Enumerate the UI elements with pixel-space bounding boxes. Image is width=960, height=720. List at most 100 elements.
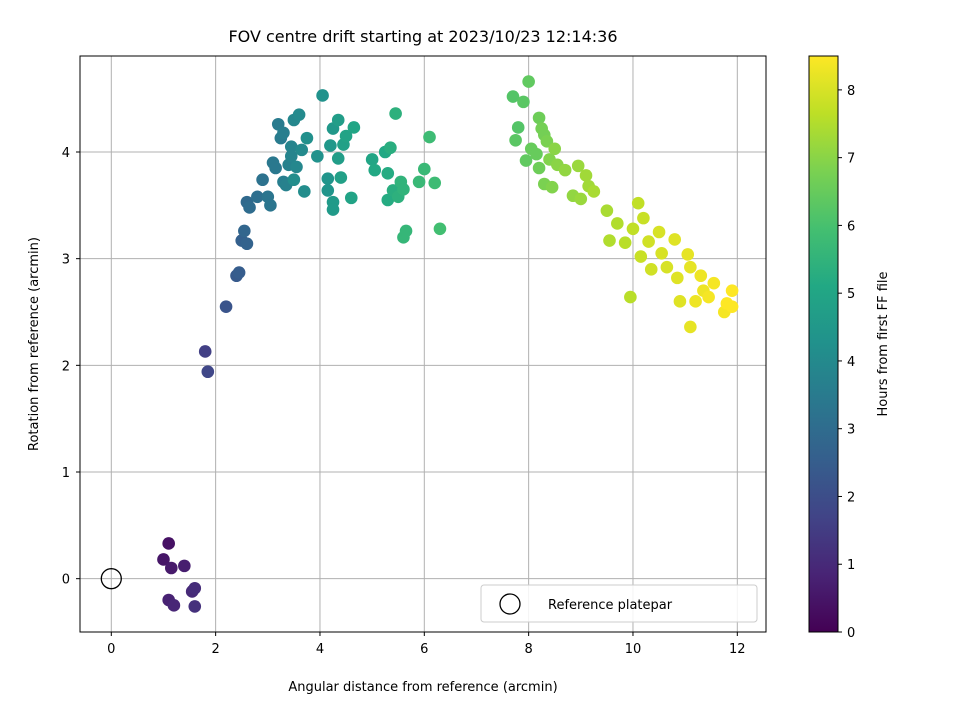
plot-frame (79, 55, 767, 633)
x-tick-label: 0 (107, 642, 115, 657)
data-point (644, 263, 658, 276)
data-point (321, 172, 335, 185)
data-point (251, 190, 264, 204)
data-point (316, 89, 329, 102)
data-point (517, 95, 530, 109)
data-point (277, 126, 290, 140)
data-point (397, 183, 410, 196)
data-point (684, 260, 697, 274)
data-point (530, 147, 543, 161)
data-point (368, 163, 382, 177)
data-point (637, 211, 650, 225)
data-point (295, 143, 309, 157)
data-point (660, 260, 674, 274)
data-point (689, 295, 702, 308)
x-axis-ticks: 0 2 4 6 8 10 12 (107, 632, 746, 657)
data-point (399, 224, 413, 238)
x-tick-label: 12 (729, 642, 746, 657)
data-point (668, 233, 682, 246)
data-point (509, 133, 522, 147)
data-point (548, 142, 562, 156)
legend: Reference platepar (480, 584, 758, 623)
data-point (511, 121, 525, 134)
legend-box (480, 584, 758, 623)
data-point (624, 290, 637, 304)
data-point (384, 141, 397, 155)
y-axis-ticks: 0 1 2 3 4 (62, 146, 80, 588)
data-point (188, 600, 202, 613)
data-point (642, 235, 655, 248)
colorbar (808, 55, 839, 633)
data-point (298, 185, 311, 198)
data-point (532, 111, 546, 125)
data-point (433, 222, 447, 236)
data-point (684, 320, 697, 334)
data-point (694, 269, 708, 283)
y-tick-label: 0 (62, 573, 70, 588)
data-point (618, 236, 632, 249)
data-point (389, 107, 402, 120)
data-point (287, 173, 301, 187)
data-point (611, 217, 624, 230)
data-point (157, 553, 170, 566)
y-axis-label: Rotation from reference (arcmin) (27, 237, 42, 451)
data-point (300, 131, 314, 145)
data-point (188, 581, 202, 595)
colorbar-tick-label: 6 (847, 219, 855, 234)
data-point (634, 250, 648, 263)
y-tick-label: 2 (62, 359, 70, 374)
data-point (655, 247, 668, 260)
data-point (579, 169, 593, 182)
data-point (344, 191, 358, 205)
data-point (326, 203, 340, 216)
data-point (339, 129, 353, 143)
data-point (256, 173, 269, 187)
x-tick-label: 10 (625, 642, 642, 657)
data-point (219, 300, 233, 313)
data-point (238, 224, 251, 238)
chart-title: FOV centre drift starting at 2023/10/23 … (228, 27, 617, 46)
x-tick-label: 4 (316, 642, 324, 657)
data-point (232, 266, 246, 279)
data-point (707, 276, 721, 290)
data-point (162, 537, 175, 550)
data-point (198, 345, 212, 358)
data-point (331, 152, 345, 165)
data-point (418, 162, 431, 176)
colorbar-tick-label: 7 (847, 152, 855, 167)
data-point (725, 300, 739, 313)
data-point (631, 196, 645, 210)
legend-marker (499, 593, 521, 615)
data-point (681, 248, 695, 261)
colorbar-tick-label: 5 (847, 287, 855, 302)
colorbar-tick-label: 4 (847, 355, 855, 370)
data-point (381, 167, 395, 180)
data-point (571, 159, 585, 173)
colorbar-tick-label: 8 (847, 84, 855, 99)
data-point (532, 161, 546, 175)
data-point (702, 290, 715, 304)
data-point (652, 225, 666, 239)
data-point (167, 599, 181, 612)
data-point (603, 234, 616, 247)
x-tick-label: 2 (211, 642, 219, 657)
data-point (284, 140, 298, 153)
data-point (506, 90, 520, 103)
data-point (725, 284, 739, 297)
colorbar-ticks: 0 1 2 3 4 5 6 7 8 (838, 84, 855, 641)
legend-label: Reference platepar (548, 598, 673, 613)
x-axis-label: Angular distance from reference (arcmin) (288, 680, 557, 695)
data-point (331, 113, 345, 127)
y-tick-label: 3 (62, 253, 70, 268)
data-point (574, 192, 588, 206)
data-point (423, 130, 436, 144)
x-tick-label: 6 (420, 642, 428, 657)
y-tick-label: 1 (62, 466, 70, 481)
data-points (157, 75, 739, 613)
data-point (290, 160, 303, 174)
colorbar-label: Hours from first FF file (876, 271, 891, 416)
data-point (522, 75, 535, 88)
colorbar-tick-label: 0 (847, 626, 855, 641)
data-point (324, 139, 337, 152)
